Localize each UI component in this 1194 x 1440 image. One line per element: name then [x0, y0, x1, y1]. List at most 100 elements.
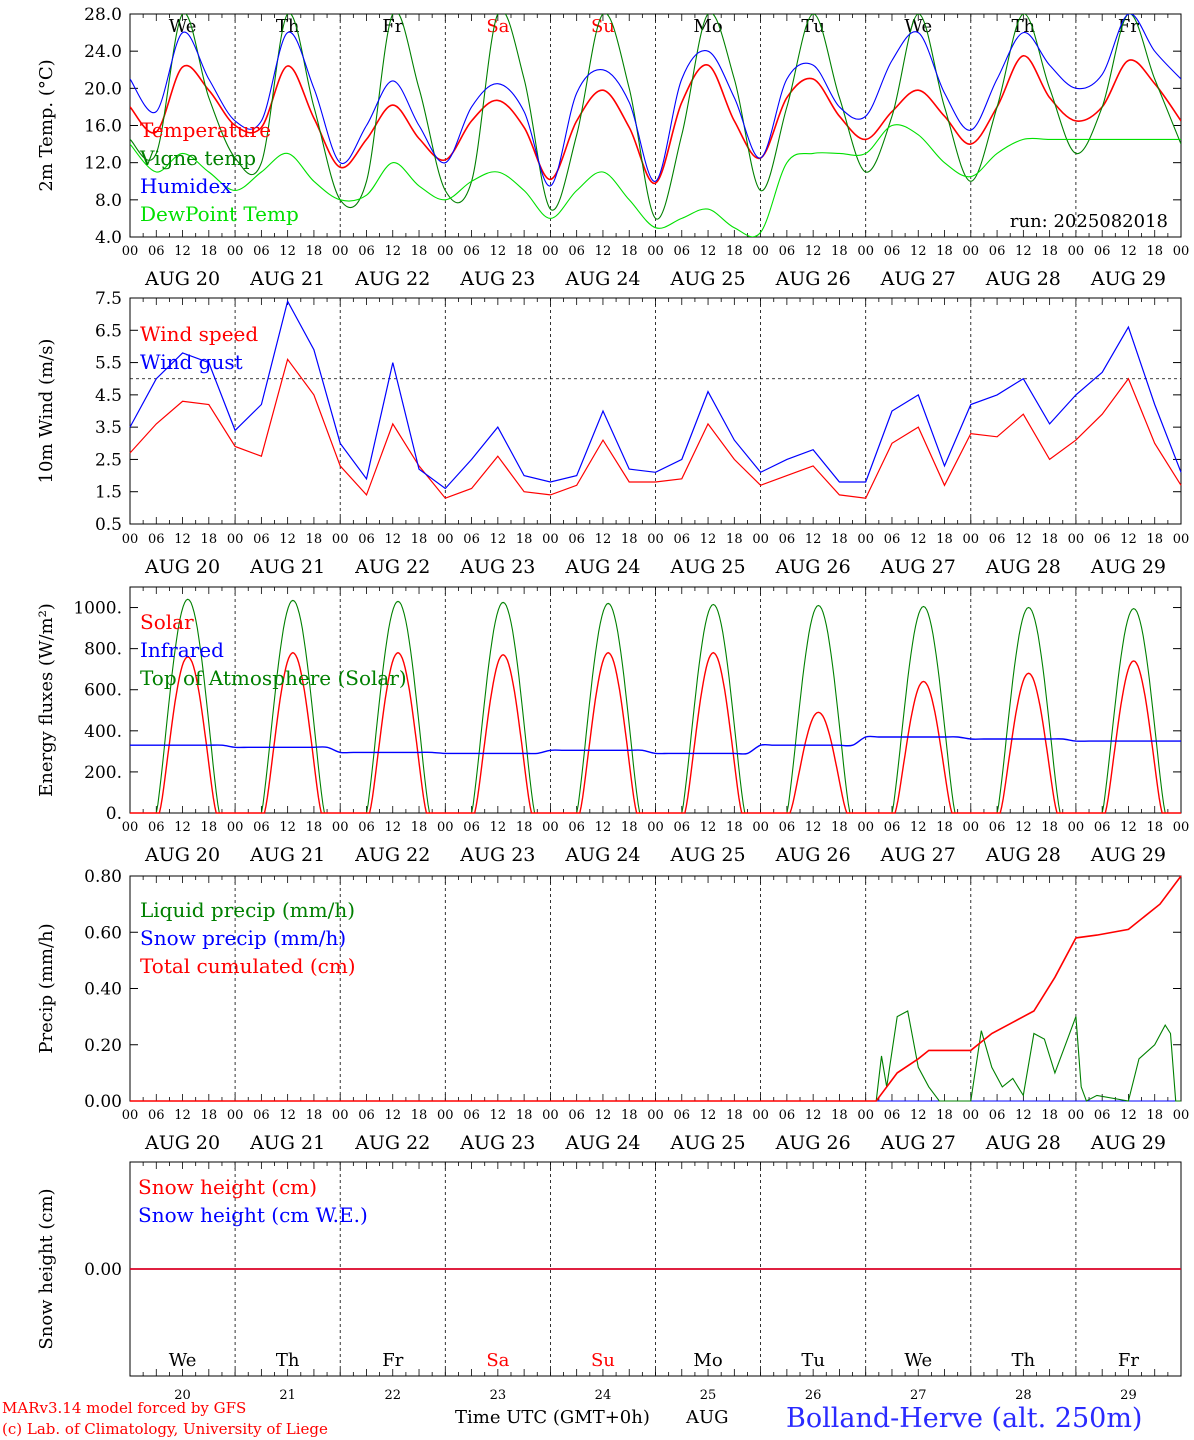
footer: MARv3.14 model forced by GFS (c) Lab. of…: [2, 1399, 1142, 1438]
hour-label: 18: [306, 820, 323, 835]
hour-label: 18: [1041, 244, 1058, 259]
hour-label: 00: [963, 820, 980, 835]
hour-label: 18: [1146, 532, 1163, 547]
hour-label: 00: [227, 532, 244, 547]
hour-label: 18: [1041, 532, 1058, 547]
date-label: AUG 29: [1090, 556, 1166, 578]
hour-label: 06: [253, 244, 270, 259]
hour-label: 12: [1120, 1108, 1137, 1123]
hour-label: 00: [227, 244, 244, 259]
series-line: [130, 1010, 1181, 1102]
hour-label: 12: [490, 532, 507, 547]
y-tick-label: 0.: [106, 804, 122, 824]
hour-label: 00: [1173, 532, 1190, 547]
series-line: [130, 875, 1182, 1102]
model-credit: MARv3.14 model forced by GFS: [2, 1399, 246, 1417]
legend-entry: Top of Atmosphere (Solar): [140, 666, 407, 690]
hour-label: 00: [332, 532, 349, 547]
hour-label: 00: [963, 532, 980, 547]
hour-label: 12: [595, 244, 612, 259]
hour-label: 12: [910, 532, 927, 547]
legend-entry: Humidex: [140, 174, 232, 198]
day-number: 25: [700, 1388, 717, 1403]
hour-label: 18: [516, 532, 533, 547]
hour-label: 06: [253, 1108, 270, 1123]
y-axis-label: 10m Wind (m/s): [36, 339, 57, 484]
hour-label: 12: [384, 1108, 401, 1123]
date-label: AUG 29: [1090, 268, 1166, 290]
weekday-label: Fr: [1118, 1350, 1139, 1371]
hour-label: 18: [831, 820, 848, 835]
hour-label: 06: [674, 532, 691, 547]
hour-label: 18: [621, 244, 638, 259]
date-label: AUG 25: [669, 1132, 745, 1154]
day-number: 24: [595, 1388, 612, 1403]
y-tick-label: 0.5: [95, 515, 122, 535]
hour-label: 06: [568, 1108, 585, 1123]
legend-entry: Total cumulated (cm): [140, 954, 356, 978]
hour-label: 00: [332, 1108, 349, 1123]
hour-label: 06: [884, 244, 901, 259]
date-label: AUG 20: [144, 268, 220, 290]
hour-label: 06: [989, 1108, 1006, 1123]
weekday-label: Su: [591, 16, 615, 37]
hour-label: 06: [358, 244, 375, 259]
hour-label: 18: [621, 820, 638, 835]
y-tick-label: 0.00: [84, 1092, 122, 1112]
hour-label: 00: [1068, 532, 1085, 547]
hour-label: 12: [805, 820, 822, 835]
hour-label: 12: [174, 532, 191, 547]
y-tick-label: 800.: [84, 640, 122, 660]
date-label: AUG 27: [880, 556, 956, 578]
legend-entry: Wind gust: [140, 350, 243, 374]
hour-label: 00: [857, 1108, 874, 1123]
weekday-label: Fr: [382, 16, 403, 37]
hour-label: 18: [621, 532, 638, 547]
hour-label: 18: [411, 244, 428, 259]
weekday-label: Th: [1012, 1350, 1036, 1371]
hour-label: 00: [122, 244, 139, 259]
series-line: [130, 55, 1181, 184]
hour-label: 06: [253, 820, 270, 835]
hour-label: 00: [122, 532, 139, 547]
hour-label: 12: [279, 820, 296, 835]
hour-label: 00: [542, 532, 559, 547]
hour-label: 12: [595, 820, 612, 835]
date-label: AUG 27: [880, 844, 956, 866]
hour-label: 18: [411, 532, 428, 547]
weekday-label: Sa: [486, 16, 509, 37]
x-axis-title: Time UTC (GMT+0h): [455, 1407, 650, 1428]
hour-label: 12: [595, 1108, 612, 1123]
weekday-label: Fr: [1118, 16, 1139, 37]
lab-credit: (c) Lab. of Climatology, University of L…: [2, 1420, 328, 1438]
hour-label: 00: [542, 820, 559, 835]
hour-label: 00: [122, 820, 139, 835]
hour-label: 06: [463, 244, 480, 259]
hour-label: 18: [1146, 1108, 1163, 1123]
hour-label: 00: [1068, 1108, 1085, 1123]
hour-label: 06: [779, 244, 796, 259]
hour-label: 18: [1041, 820, 1058, 835]
hour-label: 12: [805, 532, 822, 547]
hour-label: 06: [463, 532, 480, 547]
hour-label: 12: [384, 820, 401, 835]
y-axis-label: Snow height (cm): [36, 1188, 57, 1349]
hour-label: 06: [148, 532, 165, 547]
date-label: AUG 22: [354, 556, 430, 578]
hour-label: 18: [411, 820, 428, 835]
legend-entry: Snow height (cm W.E.): [138, 1203, 368, 1227]
day-number: 26: [805, 1388, 822, 1403]
hour-label: 18: [936, 820, 953, 835]
weekday-label: Fr: [382, 1350, 403, 1371]
hour-label: 00: [857, 820, 874, 835]
hour-label: 06: [884, 1108, 901, 1123]
date-label: AUG 22: [354, 1132, 430, 1154]
hour-label: 06: [779, 532, 796, 547]
hour-label: 12: [700, 820, 717, 835]
hour-label: 18: [936, 244, 953, 259]
date-label: AUG 25: [669, 268, 745, 290]
hour-label: 06: [568, 820, 585, 835]
date-label: AUG 26: [775, 556, 851, 578]
hour-label: 18: [201, 820, 218, 835]
weekday-label: We: [904, 16, 932, 37]
